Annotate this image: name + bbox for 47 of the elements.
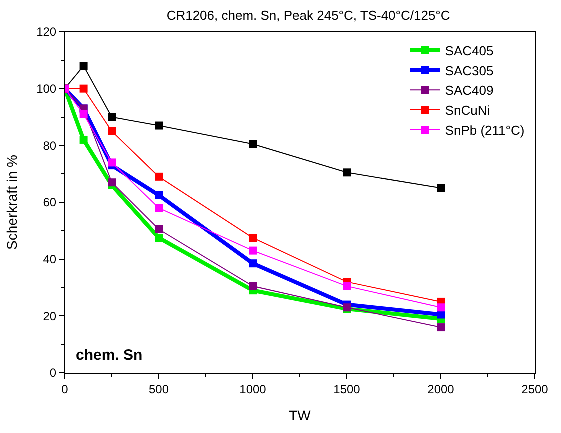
y-tick-label: 60 bbox=[43, 196, 57, 210]
point bbox=[249, 234, 257, 242]
point bbox=[155, 234, 163, 242]
point bbox=[155, 172, 163, 181]
point bbox=[249, 282, 257, 290]
legend-label: SnPb (211°C) bbox=[445, 123, 525, 138]
point bbox=[80, 84, 88, 93]
point bbox=[80, 62, 88, 70]
x-axis-title: TW bbox=[289, 408, 312, 424]
y-tick-label: 0 bbox=[50, 366, 57, 380]
point bbox=[155, 191, 163, 200]
y-tick-label: 100 bbox=[36, 82, 57, 96]
y-axis-title: Scherkraft in % bbox=[4, 155, 20, 250]
point bbox=[437, 184, 445, 192]
annotation: chem. Sn bbox=[76, 347, 143, 364]
y-tick-label: 120 bbox=[36, 25, 57, 40]
point bbox=[155, 122, 163, 130]
chart-title: CR1206, chem. Sn, Peak 245°C, TS-40°C/125°C bbox=[166, 8, 450, 23]
point bbox=[108, 158, 116, 167]
y-tick-label: 20 bbox=[43, 309, 57, 324]
point bbox=[108, 113, 116, 122]
point bbox=[155, 204, 163, 212]
point bbox=[437, 310, 445, 319]
y-tick-label: 40 bbox=[43, 252, 57, 267]
point bbox=[249, 246, 257, 255]
point bbox=[108, 178, 116, 187]
legend-label: SAC409 bbox=[445, 83, 494, 98]
x-tick-label: 2500 bbox=[522, 382, 549, 396]
x-tick-label: 2000 bbox=[428, 382, 455, 396]
point bbox=[249, 140, 257, 148]
legend-label: SnCuNi bbox=[445, 103, 490, 118]
point bbox=[437, 304, 445, 312]
point bbox=[80, 136, 88, 144]
point bbox=[437, 324, 445, 332]
point bbox=[343, 282, 351, 290]
x-tick-label: 1500 bbox=[334, 382, 361, 396]
point bbox=[155, 226, 163, 234]
x-tick-label: 0 bbox=[62, 382, 69, 396]
x-tick-label: 1000 bbox=[240, 382, 267, 396]
x-tick-label: 500 bbox=[148, 382, 170, 396]
y-tick-label: 80 bbox=[43, 138, 57, 153]
point bbox=[80, 110, 88, 118]
point bbox=[343, 168, 351, 177]
point bbox=[108, 127, 116, 136]
legend-label: SAC305 bbox=[445, 63, 494, 78]
legend-label: SAC405 bbox=[445, 43, 494, 58]
point bbox=[249, 260, 257, 268]
